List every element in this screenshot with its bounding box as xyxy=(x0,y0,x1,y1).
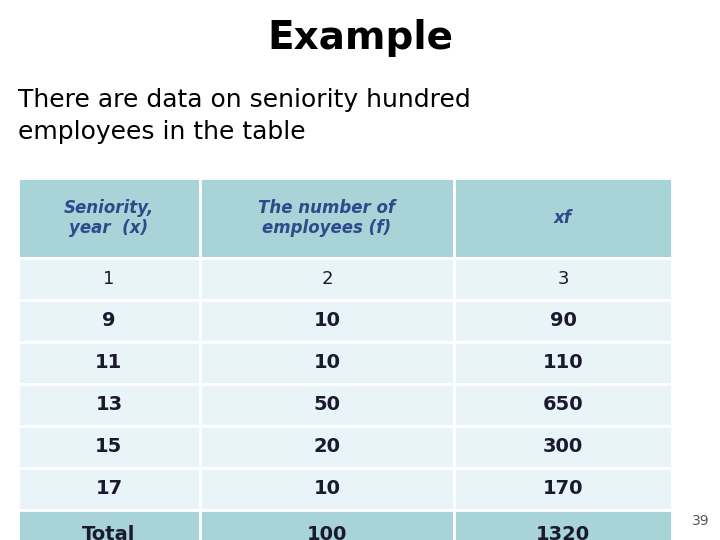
Bar xyxy=(454,510,672,540)
Bar xyxy=(454,342,672,384)
Bar xyxy=(18,510,200,540)
Text: There are data on seniority hundred: There are data on seniority hundred xyxy=(18,88,471,112)
Text: Seniority,
year  (x): Seniority, year (x) xyxy=(64,199,154,238)
Bar xyxy=(454,468,672,510)
Text: 10: 10 xyxy=(313,354,341,373)
Bar xyxy=(18,468,200,510)
Bar xyxy=(200,258,454,300)
Text: 50: 50 xyxy=(313,395,341,415)
Bar xyxy=(200,510,454,540)
Bar xyxy=(200,342,454,384)
Bar xyxy=(454,426,672,468)
Text: 100: 100 xyxy=(307,524,347,540)
Text: 2: 2 xyxy=(321,270,333,288)
Text: employees in the table: employees in the table xyxy=(18,120,305,144)
Bar xyxy=(200,300,454,342)
Bar xyxy=(200,426,454,468)
Text: 9: 9 xyxy=(102,312,116,330)
Bar xyxy=(18,426,200,468)
Text: 110: 110 xyxy=(543,354,583,373)
Text: 10: 10 xyxy=(313,312,341,330)
Text: 90: 90 xyxy=(549,312,577,330)
Bar xyxy=(200,178,454,258)
Bar xyxy=(200,384,454,426)
Text: 20: 20 xyxy=(313,437,341,456)
Text: The number of
employees (f): The number of employees (f) xyxy=(258,199,395,238)
Text: 3: 3 xyxy=(557,270,569,288)
Bar xyxy=(454,178,672,258)
Text: 15: 15 xyxy=(95,437,122,456)
Text: 170: 170 xyxy=(543,480,583,498)
Text: 1: 1 xyxy=(103,270,114,288)
Bar xyxy=(18,342,200,384)
Text: 11: 11 xyxy=(95,354,122,373)
Text: Total: Total xyxy=(82,524,135,540)
Text: 1320: 1320 xyxy=(536,524,590,540)
Text: 650: 650 xyxy=(543,395,583,415)
Text: 13: 13 xyxy=(95,395,122,415)
Bar xyxy=(18,178,200,258)
Bar xyxy=(200,468,454,510)
Text: 39: 39 xyxy=(693,514,710,528)
Text: 300: 300 xyxy=(543,437,583,456)
Bar xyxy=(18,384,200,426)
Text: Example: Example xyxy=(267,19,453,57)
Text: xf: xf xyxy=(554,209,572,227)
Text: 17: 17 xyxy=(95,480,122,498)
Bar xyxy=(454,258,672,300)
Bar xyxy=(454,384,672,426)
Bar xyxy=(18,258,200,300)
Bar xyxy=(454,300,672,342)
Text: 10: 10 xyxy=(313,480,341,498)
Bar xyxy=(18,300,200,342)
